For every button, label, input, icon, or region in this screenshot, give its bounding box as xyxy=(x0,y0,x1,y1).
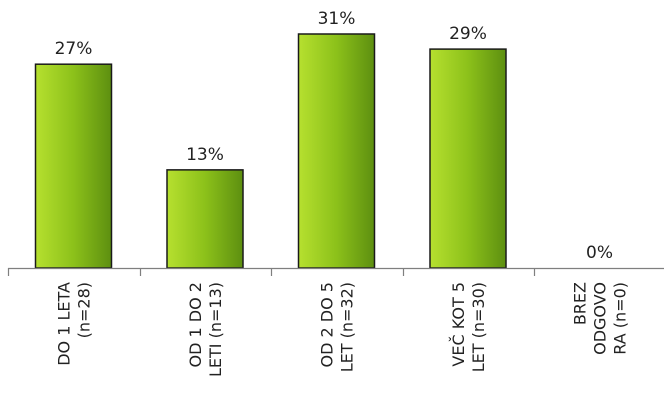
data-labels-layer: 27% 13% 31% 29% 0% xyxy=(55,9,613,263)
x-axis xyxy=(7,267,664,276)
x-tick-label-line: OD 2 DO 5 xyxy=(318,282,337,367)
x-tick-label-line: RA (n=0) xyxy=(611,282,630,355)
x-tick-label-line: (n=28) xyxy=(75,282,94,338)
x-tick-label-line: LET (n=32) xyxy=(338,282,357,372)
bars-layer xyxy=(34,33,507,269)
data-label-5: 0% xyxy=(586,243,613,263)
x-tick-label-line: BREZ xyxy=(571,282,590,325)
x-tick-label-line: ODGOVO xyxy=(591,282,610,355)
x-tick-label-2: OD 1 DO 2 LETI (n=13) xyxy=(186,282,225,377)
x-tick-label-3: OD 2 DO 5 LET (n=32) xyxy=(318,282,357,372)
x-tick-label-line: LETI (n=13) xyxy=(206,282,225,377)
x-tick-label-5: BREZ ODGOVO RA (n=0) xyxy=(571,282,630,355)
bar-4 xyxy=(429,48,507,269)
x-tick-label-line: DO 1 LETA xyxy=(55,282,74,366)
x-tick-label-1: DO 1 LETA (n=28) xyxy=(55,282,94,366)
x-tick-label-line: OD 1 DO 2 xyxy=(186,282,205,367)
bar-1 xyxy=(34,63,113,269)
x-tick-label-line: LET (n=30) xyxy=(469,282,488,372)
bar-3 xyxy=(297,33,376,269)
x-tick-label-line: VEČ KOT 5 xyxy=(449,282,468,367)
bar-2 xyxy=(166,169,244,269)
data-label-1: 27% xyxy=(55,39,93,59)
data-label-3: 31% xyxy=(318,9,356,29)
x-tick-labels-layer: DO 1 LETA (n=28) OD 1 DO 2 LETI (n=13) OD 2 … xyxy=(55,282,630,377)
data-label-4: 29% xyxy=(449,24,487,44)
x-tick-label-4: VEČ KOT 5 LET (n=30) xyxy=(449,282,488,372)
data-label-2: 13% xyxy=(186,145,224,165)
